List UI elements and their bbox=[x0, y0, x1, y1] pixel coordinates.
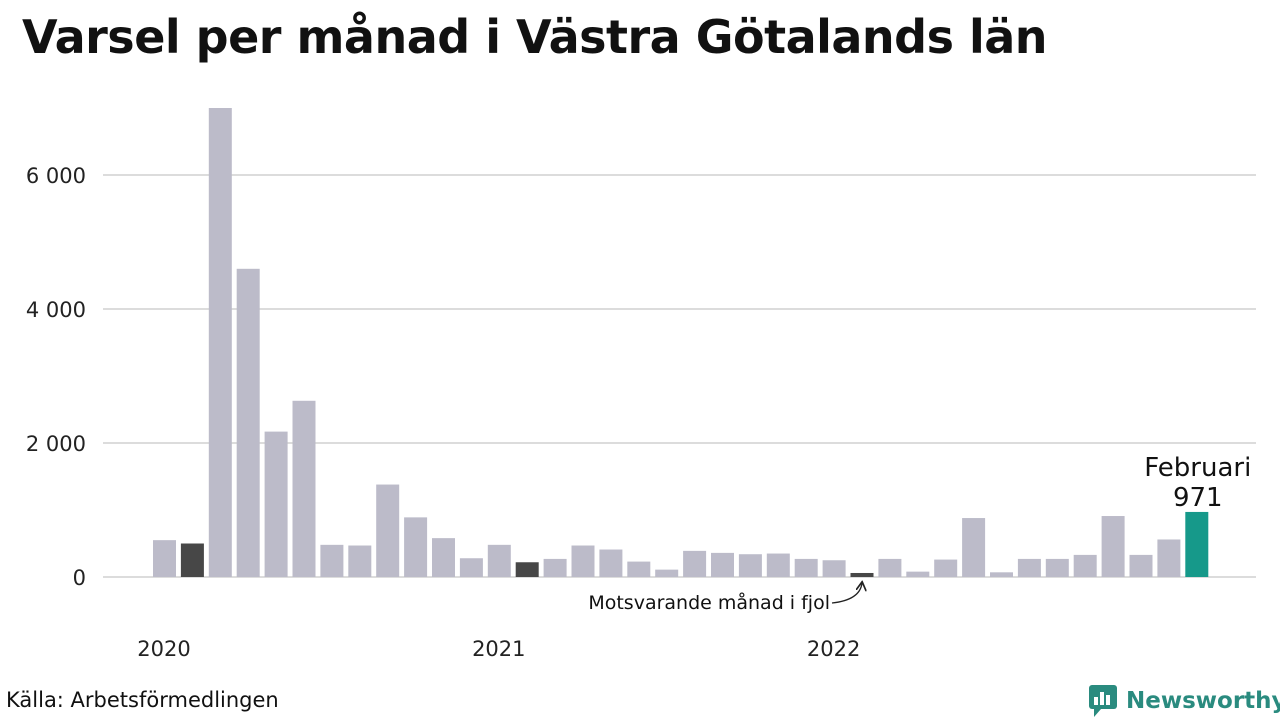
bar-2022-09[interactable] bbox=[1045, 558, 1069, 577]
bar-2021-12[interactable] bbox=[794, 558, 818, 577]
bar-2023-01[interactable] bbox=[1157, 539, 1181, 577]
last-year-annotation: Motsvarande månad i fjol bbox=[588, 591, 830, 614]
highlight-month-label: Februari bbox=[1144, 453, 1251, 483]
x-year-label: 2022 bbox=[807, 637, 860, 661]
bars bbox=[153, 108, 1209, 578]
y-axis-tick-labels: 0 2 000 4 000 6 000 bbox=[26, 164, 86, 590]
x-year-label: 2020 bbox=[137, 637, 190, 661]
bar-2022-11[interactable] bbox=[1101, 516, 1125, 577]
bar-2020-01[interactable] bbox=[153, 540, 176, 577]
bar-2021-09[interactable] bbox=[711, 552, 734, 577]
highlight-value-label: 971 bbox=[1173, 483, 1223, 513]
source-note: Källa: Arbetsförmedlingen bbox=[6, 688, 279, 712]
brand-name: Newsworthy bbox=[1126, 688, 1280, 714]
bar-2022-08[interactable] bbox=[1017, 558, 1041, 577]
bar-2022-02[interactable] bbox=[850, 572, 874, 577]
bar-2020-03[interactable] bbox=[208, 108, 232, 577]
bar-2020-05[interactable] bbox=[264, 431, 288, 577]
bar-2022-10[interactable] bbox=[1073, 554, 1097, 577]
bar-2021-03[interactable] bbox=[543, 558, 567, 577]
bar-2020-02[interactable] bbox=[180, 543, 204, 578]
bar-2020-08[interactable] bbox=[348, 545, 372, 577]
x-year-label: 2021 bbox=[472, 637, 525, 661]
bar-2022-12[interactable] bbox=[1129, 554, 1153, 577]
bar-2020-06[interactable] bbox=[292, 400, 316, 577]
y-tick-label: 4 000 bbox=[26, 298, 86, 322]
x-axis-year-labels: 2020 2021 2022 bbox=[137, 637, 860, 661]
annotation-arrow bbox=[831, 583, 862, 604]
bar-2021-05[interactable] bbox=[599, 549, 623, 577]
bar-chart: 0 2 000 4 000 6 000 2020 2021 2022 Februari97… bbox=[26, 108, 1256, 661]
bar-2022-01[interactable] bbox=[822, 560, 846, 577]
newsworthy-logo-icon bbox=[1088, 684, 1118, 718]
bar-2022-04[interactable] bbox=[906, 571, 930, 577]
bar-2020-10[interactable] bbox=[404, 517, 428, 577]
bar-2022-05[interactable] bbox=[934, 559, 958, 577]
bar-2021-07[interactable] bbox=[655, 569, 679, 577]
bar-2021-02[interactable] bbox=[515, 562, 539, 577]
bar-2021-10[interactable] bbox=[738, 554, 762, 577]
bar-2021-08[interactable] bbox=[683, 550, 707, 577]
brand-logo[interactable]: Newsworthy bbox=[1088, 684, 1280, 718]
bar-2020-07[interactable] bbox=[320, 544, 344, 577]
bar-2023-02[interactable] bbox=[1185, 511, 1209, 577]
bar-2021-04[interactable] bbox=[571, 545, 595, 577]
bar-2020-12[interactable] bbox=[459, 558, 483, 577]
bar-2021-06[interactable] bbox=[627, 561, 651, 577]
bar-2022-06[interactable] bbox=[962, 518, 986, 577]
bar-2022-03[interactable] bbox=[878, 558, 902, 577]
y-tick-label: 2 000 bbox=[26, 432, 86, 456]
y-tick-label: 0 bbox=[73, 566, 86, 590]
y-tick-label: 6 000 bbox=[26, 164, 86, 188]
bar-2021-11[interactable] bbox=[766, 553, 790, 577]
chart-title: Varsel per månad i Västra Götalands län bbox=[22, 10, 1048, 64]
bar-2020-11[interactable] bbox=[432, 538, 455, 577]
bar-2020-09[interactable] bbox=[376, 484, 400, 577]
bar-2020-04[interactable] bbox=[236, 268, 260, 577]
bar-2022-07[interactable] bbox=[990, 572, 1013, 577]
bar-2021-01[interactable] bbox=[487, 544, 511, 577]
